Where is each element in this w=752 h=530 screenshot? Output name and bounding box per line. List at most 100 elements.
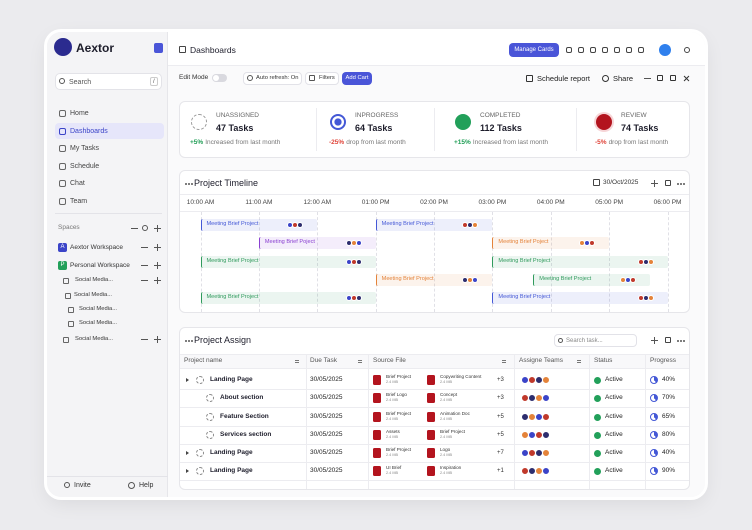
status: Active (605, 430, 623, 438)
add-cart-button[interactable]: Add Cart (342, 72, 372, 85)
icon (59, 198, 66, 205)
nav-item[interactable]: Schedule (70, 162, 100, 170)
filters: Filters (319, 74, 335, 81)
avatar (355, 259, 362, 265)
project-name[interactable]: Feature Section (220, 412, 269, 420)
file-name[interactable]: Animation Doc (440, 411, 470, 417)
workspace-name[interactable]: Personal Workspace (70, 261, 130, 269)
icon[interactable] (670, 75, 676, 81)
icon[interactable] (526, 75, 533, 82)
row-divider (180, 444, 689, 445)
icon[interactable] (602, 47, 608, 53)
user-avatar[interactable] (659, 44, 671, 56)
expand-caret[interactable] (186, 450, 189, 455)
icon-dot (188, 340, 190, 342)
stat-change-text: drop from last month (346, 139, 406, 146)
footer-invite[interactable]: Invite (74, 481, 91, 489)
column-header[interactable]: Progress (650, 357, 677, 365)
file-size: 2.4 MB (440, 380, 453, 385)
workspace-name[interactable]: Aextor Workspace (70, 243, 123, 251)
project-name[interactable]: About section (220, 393, 264, 401)
manage-cards-button[interactable]: Manage Cards (509, 43, 559, 57)
file-name[interactable]: Brief Project (386, 374, 412, 380)
edit-toggle[interactable] (212, 74, 227, 82)
project-name[interactable]: Landing Page (210, 466, 253, 474)
column-header[interactable]: Source File (373, 357, 406, 365)
nav-item[interactable]: Dashboards (70, 127, 108, 135)
project-name[interactable]: Landing Page (210, 375, 253, 383)
timeline-bar[interactable] (200, 256, 376, 268)
task-search[interactable] (554, 334, 637, 347)
timeline-bar[interactable] (492, 292, 668, 304)
nav-item[interactable]: Chat (70, 179, 85, 187)
icon[interactable] (602, 75, 609, 82)
column-header[interactable]: Project name (184, 357, 223, 365)
project-name[interactable]: Landing Page (210, 448, 253, 456)
file-extra: +1 (497, 468, 504, 474)
bar-label: Meeting Brief Project (498, 294, 551, 301)
column-header[interactable]: Due Task (310, 357, 337, 365)
time-label: 01:00 PM (361, 198, 390, 206)
toggle-knob (213, 75, 219, 81)
timeline-bar[interactable] (492, 256, 668, 268)
footer-help[interactable]: Help (139, 481, 154, 489)
file-name[interactable]: Brief Logo (386, 392, 407, 398)
icon[interactable] (614, 47, 620, 53)
space-item[interactable]: Social Media... (75, 277, 114, 284)
file-icon (373, 412, 381, 422)
icon[interactable] (665, 337, 671, 343)
icon (68, 321, 74, 327)
auto-refresh-button[interactable] (243, 72, 302, 85)
space-item[interactable]: Social Media... (74, 292, 113, 299)
progress: 70% (662, 393, 676, 401)
divider (55, 213, 162, 214)
file-icon (427, 393, 435, 403)
icon[interactable] (590, 47, 596, 53)
file-name[interactable]: Inspiration (440, 465, 462, 471)
nav-item[interactable]: Team (70, 197, 88, 205)
nav-item[interactable]: Home (70, 109, 89, 117)
file-name[interactable]: Concept (440, 392, 458, 398)
grid-line (667, 212, 669, 312)
nav-item[interactable]: My Tasks (70, 144, 100, 152)
project-name[interactable]: Services section (220, 430, 272, 438)
avatar (355, 295, 362, 301)
expand-caret[interactable] (186, 377, 189, 382)
file-name[interactable]: Copywriting Content (440, 374, 482, 380)
file-name[interactable]: Logo (440, 447, 451, 453)
file-name[interactable]: UI Brief (386, 465, 402, 471)
bar-label: Meeting Brief Poject (498, 239, 549, 246)
space-item[interactable]: Social Media... (79, 320, 118, 327)
column-header[interactable]: Assigne Teams (519, 357, 563, 365)
file-name[interactable]: Brief Project (440, 429, 466, 435)
file-name[interactable]: Brief Project (386, 447, 412, 453)
icon (59, 128, 66, 135)
sort-icon (358, 358, 362, 361)
icon[interactable] (657, 75, 663, 81)
timeline-bar[interactable] (200, 292, 376, 304)
stat-change-value: +15% (454, 139, 471, 146)
status: Active (605, 412, 623, 420)
schedule-report[interactable]: Schedule report (537, 74, 590, 84)
search-box[interactable] (55, 73, 162, 90)
file-name[interactable]: Assets (386, 429, 400, 435)
file-extra: +5 (497, 414, 504, 420)
icon[interactable] (684, 47, 690, 53)
icon[interactable] (626, 47, 632, 53)
due-date: 30/05/2025 (310, 430, 343, 438)
file-name[interactable]: Brief Project (386, 411, 412, 417)
nav-active[interactable] (55, 123, 164, 139)
icon[interactable] (665, 180, 671, 186)
icon[interactable] (638, 47, 644, 53)
icon-minus (644, 78, 651, 79)
avatar (297, 222, 304, 228)
icon[interactable] (566, 47, 572, 53)
column-header[interactable]: Status (594, 357, 613, 365)
share[interactable]: Share (613, 74, 634, 84)
icon[interactable] (578, 47, 584, 53)
space-item[interactable]: Social Media... (75, 336, 114, 343)
expand-caret[interactable] (186, 468, 189, 473)
space-item[interactable]: Social Media... (79, 306, 118, 313)
sidebar-toggle[interactable] (154, 43, 163, 53)
status-icon (594, 394, 601, 402)
